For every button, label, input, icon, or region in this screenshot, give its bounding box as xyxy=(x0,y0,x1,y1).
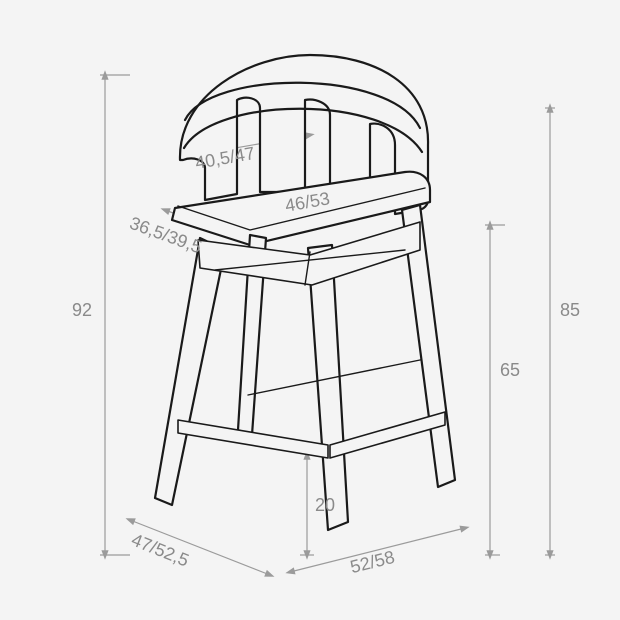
dim-overall-height-right: 85 xyxy=(560,300,580,321)
dim-seat-height: 65 xyxy=(500,360,520,381)
chair-svg xyxy=(0,0,620,620)
dim-overall-height: 92 xyxy=(72,300,92,321)
dim-footrest-height: 20 xyxy=(315,495,335,516)
drawing-canvas: 92 85 65 20 40,5/47 46/53 36,5/39,5 47/5… xyxy=(0,0,620,620)
